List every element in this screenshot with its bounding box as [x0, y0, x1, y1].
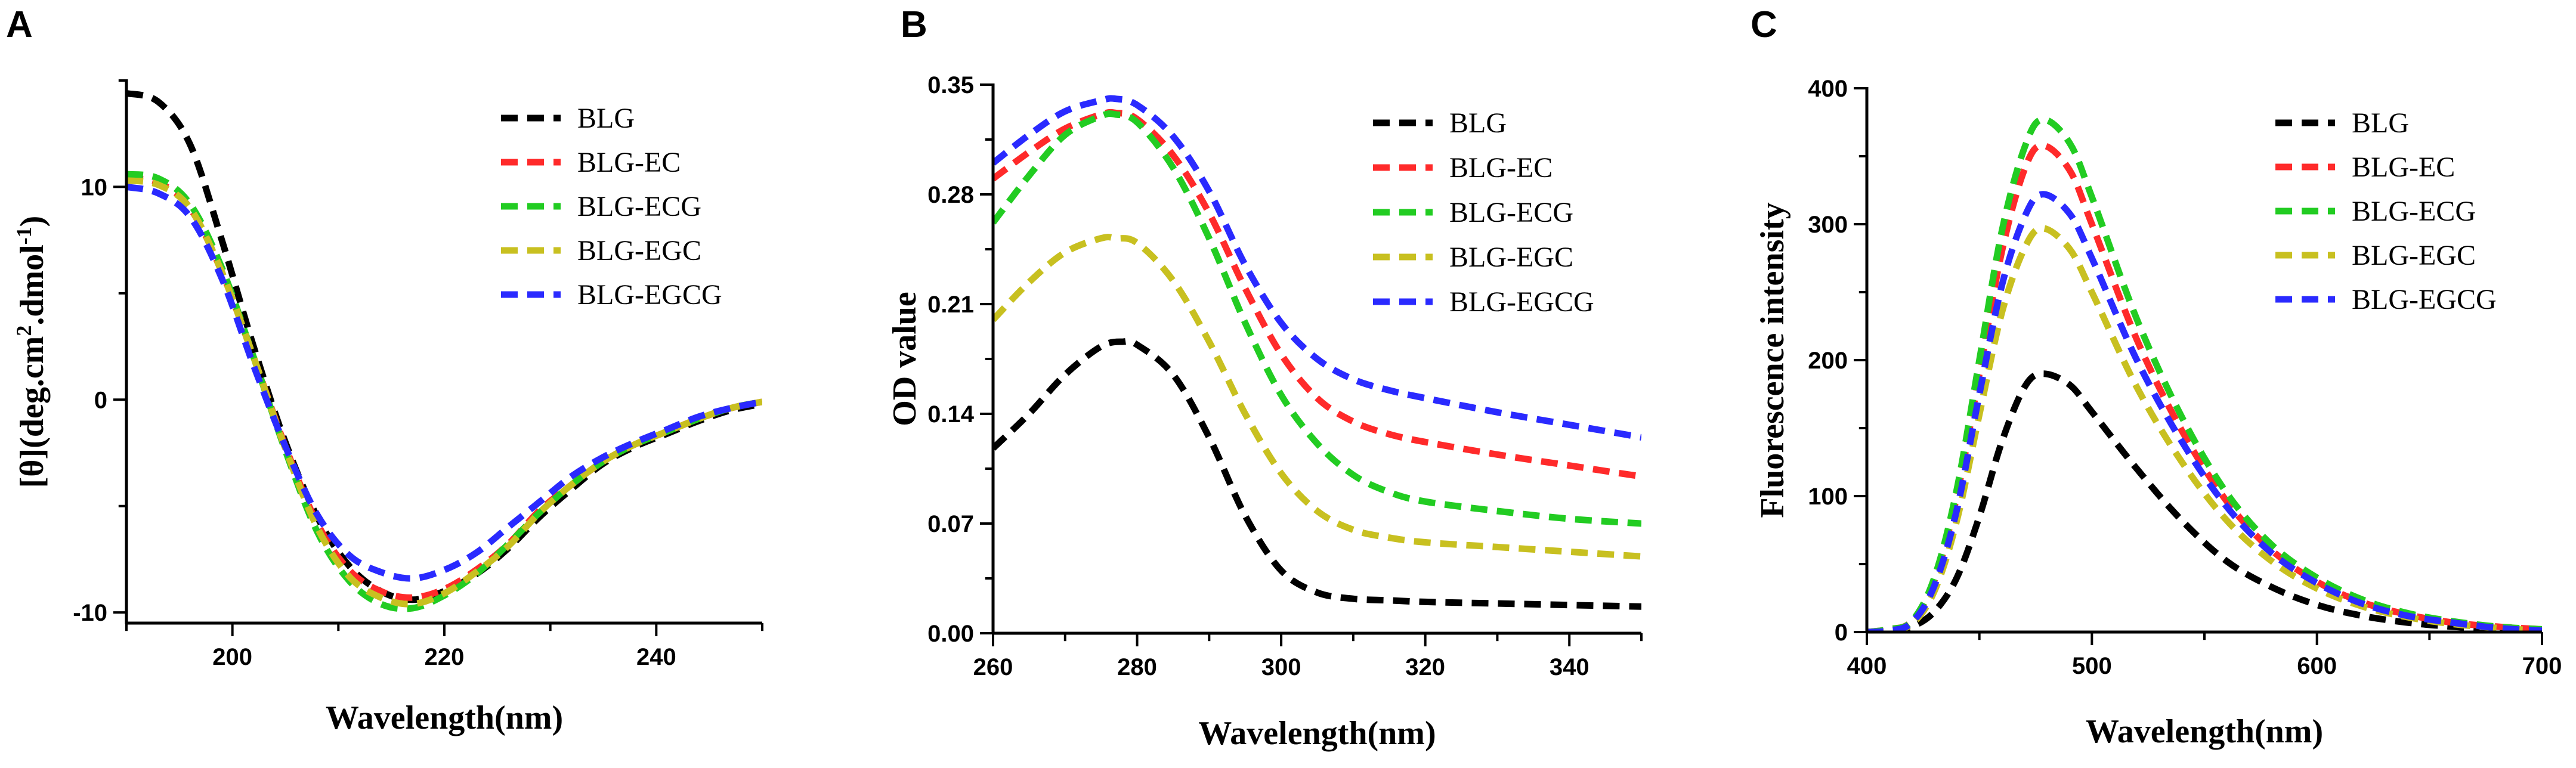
x-tick-label: 500 — [2072, 653, 2112, 679]
y-axis-title: Fluorescence intensity — [1754, 202, 1791, 518]
y-tick-label: 0 — [94, 387, 107, 413]
series-line-blg — [993, 337, 1641, 610]
panel-letter: C — [1751, 4, 1777, 45]
legend-label: BLG-ECG — [2352, 196, 2476, 227]
x-axis-title: Wavelength(nm) — [326, 699, 563, 736]
panel-A: A 200 220 240 -10 0 10 Wavelength(nm) [θ](deg.cm… — [6, 4, 763, 736]
legend-label: BLG-EC — [2352, 151, 2455, 183]
legend-label: BLG-EGC — [577, 235, 701, 267]
series-line-blg-ec — [993, 109, 1641, 480]
y-tick-label: 0.14 — [927, 401, 975, 428]
panel-letter: A — [6, 4, 33, 45]
legend-label: BLG-EGC — [2352, 240, 2476, 271]
y-tick-label: 100 — [1808, 484, 1848, 510]
x-tick-label: 200 — [212, 644, 252, 670]
series-line-blg-ecg — [993, 110, 1641, 527]
panel-C: C 400 500 600 700 0 100 200 300 400 Wavelength(nm)… — [1751, 4, 2562, 750]
y-tick-label: 300 — [1808, 212, 1848, 238]
legend-label: BLG — [577, 103, 635, 134]
series-line-blg-egcg — [126, 183, 762, 582]
series-line-blg-egc — [993, 234, 1641, 560]
y-tick-label: 400 — [1808, 76, 1848, 102]
panel-letter: B — [901, 4, 927, 45]
legend-label: BLG-EGCG — [2352, 284, 2497, 315]
x-axis-title: Wavelength(nm) — [1198, 715, 1436, 752]
x-tick-label: 240 — [636, 644, 676, 670]
x-tick-label: 320 — [1405, 654, 1445, 680]
legend: BLG BLG-EC BLG-ECG BLG-EGC BLG-EGCG — [2275, 107, 2497, 315]
legend-label: BLG — [2352, 107, 2409, 139]
x-tick-label: 600 — [2297, 653, 2337, 679]
x-tick-label: 340 — [1550, 654, 1589, 680]
series-group — [1867, 116, 2542, 632]
legend-label: BLG-EGCG — [1449, 286, 1594, 318]
x-tick-label: 300 — [1261, 654, 1301, 680]
panel-B: B 260 280 300 320 340 0.00 0.07 0.14 0.21 0.28 0.35… — [886, 4, 1643, 752]
legend-label: BLG-EGC — [1449, 241, 1573, 273]
legend-label: BLG — [1449, 107, 1507, 139]
x-tick-label: 220 — [425, 644, 465, 670]
legend: BLG BLG-EC BLG-ECG BLG-EGC BLG-EGCG — [501, 103, 722, 311]
series-line-blg-ecg — [1867, 116, 2542, 632]
y-tick-label: 0.07 — [927, 511, 974, 537]
y-tick-label: 0.00 — [927, 621, 974, 647]
y-tick-label: 0.35 — [927, 72, 974, 98]
x-tick-label: 280 — [1117, 654, 1157, 680]
legend-label: BLG-EGCG — [577, 279, 722, 311]
legend-label: BLG-EC — [1449, 152, 1553, 184]
legend: BLG BLG-EC BLG-ECG BLG-EGC BLG-EGCG — [1373, 107, 1594, 318]
y-tick-label: 0.28 — [927, 182, 974, 208]
y-tick-label: 0.21 — [927, 292, 974, 318]
x-tick-label: 260 — [973, 654, 1013, 680]
y-tick-label: 200 — [1808, 348, 1848, 374]
x-tick-label: 700 — [2522, 653, 2562, 679]
y-axis-title: [θ](deg.cm2.dmol-1) — [12, 216, 51, 488]
x-tick-label: 400 — [1847, 653, 1887, 679]
legend-label: BLG-ECG — [1449, 197, 1573, 228]
legend-label: BLG-EC — [577, 147, 681, 178]
y-tick-label: 0 — [1835, 620, 1848, 646]
series-line-blg-egc — [126, 177, 762, 608]
series-line-blg-egcg — [1867, 191, 2542, 632]
y-axis-title: OD value — [886, 292, 923, 426]
series-line-blg — [1867, 370, 2542, 632]
x-axis-title: Wavelength(nm) — [2086, 713, 2323, 750]
series-line-blg-egcg — [993, 95, 1641, 441]
y-tick-label: 10 — [81, 174, 108, 200]
series-group — [126, 89, 762, 612]
y-tick-label: -10 — [73, 600, 107, 626]
legend-label: BLG-ECG — [577, 191, 701, 222]
series-group — [993, 95, 1641, 610]
